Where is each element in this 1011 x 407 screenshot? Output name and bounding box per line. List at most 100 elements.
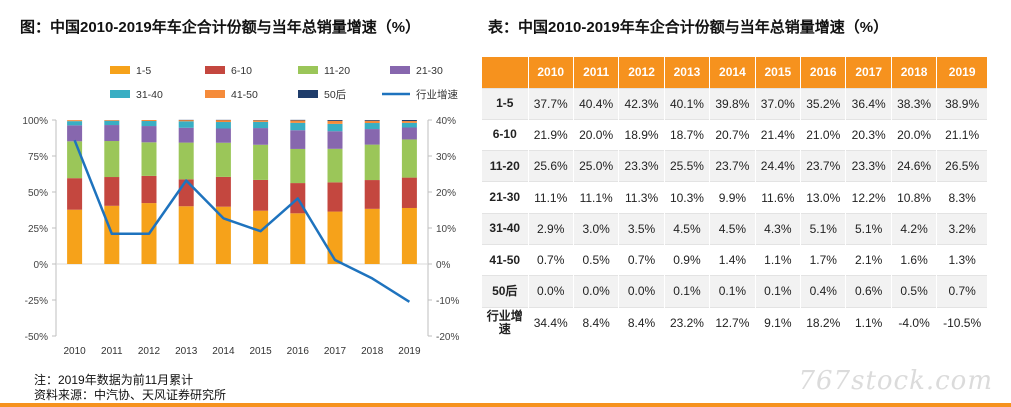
bar-segment-11-20 xyxy=(104,141,120,178)
table-cell: 0.0% xyxy=(618,275,665,308)
legend-label: 行业增速 xyxy=(416,88,458,101)
legend-label: 11-20 xyxy=(324,65,350,77)
bar-segment-41-50 xyxy=(364,120,380,124)
table-cell: 0.5% xyxy=(891,275,938,308)
table-cell: 20.3% xyxy=(845,118,892,151)
table-cell: 40.1% xyxy=(664,87,711,120)
bar-segment-1-5 xyxy=(253,210,269,264)
table-cell: 25.5% xyxy=(664,150,711,182)
bar-segment-1-5 xyxy=(364,208,380,264)
bar-segment-11-20 xyxy=(67,141,83,179)
table-cell: -10.5% xyxy=(936,306,988,339)
bar-segment-1-5 xyxy=(401,207,417,264)
legend-swatch xyxy=(110,90,130,98)
table-cell: 8.4% xyxy=(618,306,665,339)
table-cell: 18.7% xyxy=(664,118,711,151)
legend-swatch xyxy=(298,66,318,74)
table-cell: 0.1% xyxy=(664,275,711,308)
right-tick-label: 10% xyxy=(436,224,456,235)
table-cell: 1.3% xyxy=(936,243,988,276)
table-cell: 4.3% xyxy=(755,212,802,245)
bar-segment-21-30 xyxy=(253,128,269,145)
table-header-cell: 2010 xyxy=(528,57,574,88)
bar-segment-6-10 xyxy=(104,177,120,206)
bar-segment-41-50 xyxy=(67,120,83,122)
table-cell: 11.1% xyxy=(528,181,574,214)
legend-swatch xyxy=(205,66,225,74)
left-tick-label: -25% xyxy=(25,296,48,307)
bar-segment-21-30 xyxy=(104,125,120,142)
table-cell: 23.3% xyxy=(845,150,892,182)
left-tick-label: 25% xyxy=(28,224,48,235)
table-cell: 1.1% xyxy=(845,306,892,339)
table-header-row: 2010 2011 2012 2013 2014 2015 2016 2017 2018 2019 xyxy=(482,57,988,88)
table-cell: 10.8% xyxy=(891,181,938,214)
bar-segment-31-40 xyxy=(178,121,194,128)
table-cell: 1.7% xyxy=(800,243,847,276)
left-tick-label: 50% xyxy=(28,188,48,199)
bar-segment-6-10 xyxy=(327,182,343,212)
bar-segment-50后 xyxy=(401,120,417,122)
bar-segment-21-30 xyxy=(178,127,194,143)
growth-line xyxy=(73,139,411,303)
bar-segment-11-20 xyxy=(141,142,157,176)
table-cell: 13.0% xyxy=(800,181,847,214)
table-row-label: 1-5 xyxy=(482,87,529,120)
table-row: 50后 0.0% 0.0% 0.0% 0.1% 0.1% 0.1% 0.4% 0.6% 0.5% 0… xyxy=(482,275,988,308)
x-tick-label: 2019 xyxy=(398,346,421,357)
table-header-cell: 2018 xyxy=(891,57,938,88)
watermark: 767stock.com xyxy=(798,366,993,396)
right-tick-label: -10% xyxy=(436,296,459,307)
bar-segment-1-5 xyxy=(327,211,343,264)
bar-segment-6-10 xyxy=(401,177,417,208)
bar-segment-41-50 xyxy=(215,120,231,123)
table-cell: 12.2% xyxy=(845,181,892,214)
table-cell: 21.4% xyxy=(755,118,802,151)
table-row: 1-5 37.7% 40.4% 42.3% 40.1% 39.8% 37.0% 35.2% 36… xyxy=(482,87,988,120)
bar-segment-21-30 xyxy=(290,130,306,149)
table-cell: 11.1% xyxy=(573,181,620,214)
left-tick-label: -50% xyxy=(25,332,48,343)
bar-segment-41-50 xyxy=(327,120,343,124)
bar-segment-6-10 xyxy=(141,175,157,204)
table-cell: 12.7% xyxy=(709,306,756,339)
table-row-label: 行业增速 xyxy=(482,306,529,339)
table-cell: 11.3% xyxy=(618,181,665,214)
bar-segment-31-40 xyxy=(290,122,306,131)
table-corner-cell xyxy=(482,57,529,88)
bar-segment-21-30 xyxy=(67,125,83,142)
table-cell: 0.7% xyxy=(528,243,574,276)
bar-segment-41-50 xyxy=(178,120,194,122)
legend-swatch xyxy=(390,66,410,74)
bar-segment-6-10 xyxy=(178,179,194,207)
table-cell: 11.6% xyxy=(755,181,802,214)
bar-segment-11-20 xyxy=(215,142,231,177)
bar-segment-11-20 xyxy=(178,142,194,180)
table-header-cell: 2016 xyxy=(800,57,847,88)
table-row: 21-30 11.1% 11.1% 11.3% 10.3% 9.9% 11.6% 13.0% 1… xyxy=(482,181,988,214)
table-cell: 0.6% xyxy=(845,275,892,308)
stacked-bar-line-chart: -50% -25% 0% 25% 50% 75% 100% -20% -10% 0% 10% 20% 3… xyxy=(22,65,459,357)
table-cell: 9.9% xyxy=(709,181,756,214)
table-cell: 2.1% xyxy=(845,243,892,276)
legend-swatch xyxy=(110,66,130,74)
legend-label: 31-40 xyxy=(136,89,163,101)
table-cell: 18.9% xyxy=(618,118,665,151)
table-cell: 20.7% xyxy=(709,118,756,151)
right-tick-label: 40% xyxy=(436,116,456,127)
bar-segment-6-10 xyxy=(67,178,83,210)
table-cell: 39.8% xyxy=(709,87,756,120)
bar-segment-31-40 xyxy=(364,123,380,130)
right-tick-label: 20% xyxy=(436,188,456,199)
table-cell: 35.2% xyxy=(800,87,847,120)
table-header-cell: 2013 xyxy=(664,57,711,88)
x-tick-label: 2015 xyxy=(249,346,272,357)
bar-segment-21-30 xyxy=(141,126,157,143)
table-cell: 0.1% xyxy=(709,275,756,308)
table-cell: 38.9% xyxy=(936,87,988,120)
bar-segment-11-20 xyxy=(401,139,417,178)
bar-segment-11-20 xyxy=(364,144,380,181)
bar-segment-31-40 xyxy=(67,121,83,126)
bar-segment-41-50 xyxy=(104,120,120,121)
table-cell: 20.0% xyxy=(573,118,620,151)
